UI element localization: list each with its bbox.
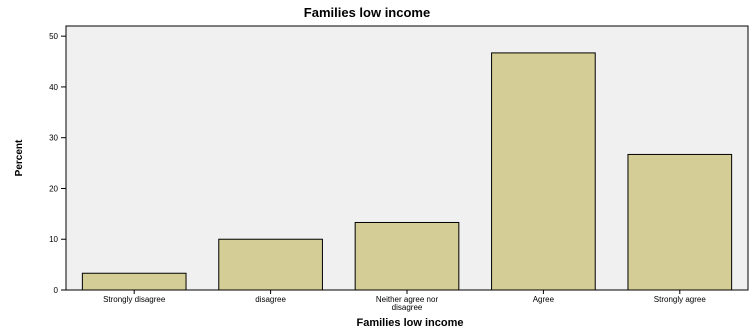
bars — [81, 52, 733, 291]
y-tick-label: 20 — [49, 184, 58, 193]
x-tick-label: Strongly disagree — [103, 295, 166, 304]
x-axis: Strongly disagree disagree Neither agree n… — [103, 290, 706, 312]
chart-title: Families low income — [304, 5, 430, 20]
y-tick-label: 40 — [49, 83, 58, 92]
x-axis-label: Families low income — [357, 317, 464, 329]
x-tick-label: disagree — [392, 303, 423, 312]
bar — [81, 272, 187, 291]
y-axis: 0 10 20 30 40 50 — [49, 32, 66, 295]
y-axis-label: Percent — [14, 139, 25, 176]
x-tick-label: disagree — [255, 295, 286, 304]
x-tick-label: Strongly agree — [654, 295, 707, 304]
y-tick-label: 50 — [49, 32, 58, 41]
x-tick-label: Neither agree nor — [376, 295, 439, 304]
x-tick-label: Agree — [533, 295, 555, 304]
bar — [218, 238, 323, 291]
bar — [627, 153, 733, 291]
bar — [491, 52, 596, 291]
y-tick-label: 10 — [49, 235, 58, 244]
bar — [354, 221, 460, 291]
y-tick-label: 30 — [49, 134, 58, 143]
y-tick-label: 0 — [54, 286, 59, 295]
